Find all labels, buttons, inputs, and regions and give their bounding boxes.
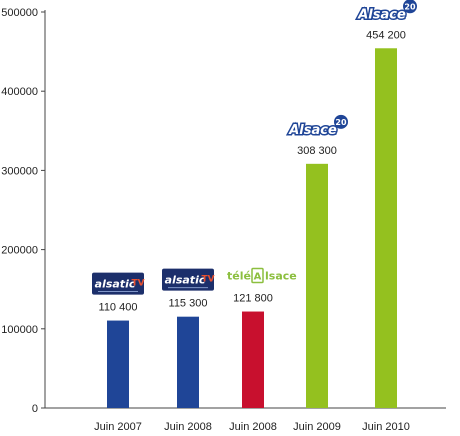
chart-labels: 110 400 Juin 2007 115 300 Juin 2008 121 800 J… [94, 29, 410, 433]
logo-text: Alsace [288, 123, 337, 138]
x-tick-label: Juin 2010 [362, 421, 410, 433]
data-label: 454 200 [366, 29, 406, 41]
x-tick-label: Juin 2008 [229, 421, 277, 433]
logo-badge-number: 20 [404, 2, 416, 11]
data-label: 308 300 [297, 145, 337, 157]
bar [177, 316, 199, 408]
logo-suffix: TV [201, 275, 214, 285]
bar [375, 48, 397, 409]
y-tick-label: 400000 [1, 86, 38, 98]
bar [107, 320, 129, 408]
chart-axes: 0 100000 200000 300000 400000 500000 [1, 7, 446, 415]
y-tick-label: 0 [32, 403, 38, 415]
logo-prefix: télé [227, 270, 251, 283]
logo-text: Alsace [357, 7, 406, 22]
y-tick-label: 200000 [1, 245, 38, 257]
logo-text: lsace [265, 270, 297, 283]
x-tick-label: Juin 2007 [94, 421, 142, 433]
y-tick-label: 100000 [1, 324, 38, 336]
logo-text: alsatic [95, 278, 136, 291]
logo-suffix: TV [131, 279, 144, 289]
bar [306, 163, 328, 408]
logo-background [92, 272, 144, 295]
chart-bars [107, 48, 397, 409]
y-tick-label: 500000 [1, 7, 38, 19]
y-tick-label: 300000 [1, 165, 38, 177]
data-label: 110 400 [99, 302, 138, 314]
logo-box-letter: A [254, 272, 262, 283]
bar [242, 311, 264, 408]
logo-badge [403, 0, 417, 14]
logo-background [162, 268, 214, 291]
logo-badge [334, 114, 348, 129]
logo-text: alsatic [165, 274, 206, 287]
data-label: 115 300 [169, 298, 208, 310]
x-tick-label: Juin 2009 [293, 421, 341, 433]
logo-badge-number: 20 [335, 118, 347, 127]
x-tick-label: Juin 2008 [164, 421, 212, 433]
logo-box [251, 267, 264, 284]
data-label: 121 800 [233, 293, 273, 305]
